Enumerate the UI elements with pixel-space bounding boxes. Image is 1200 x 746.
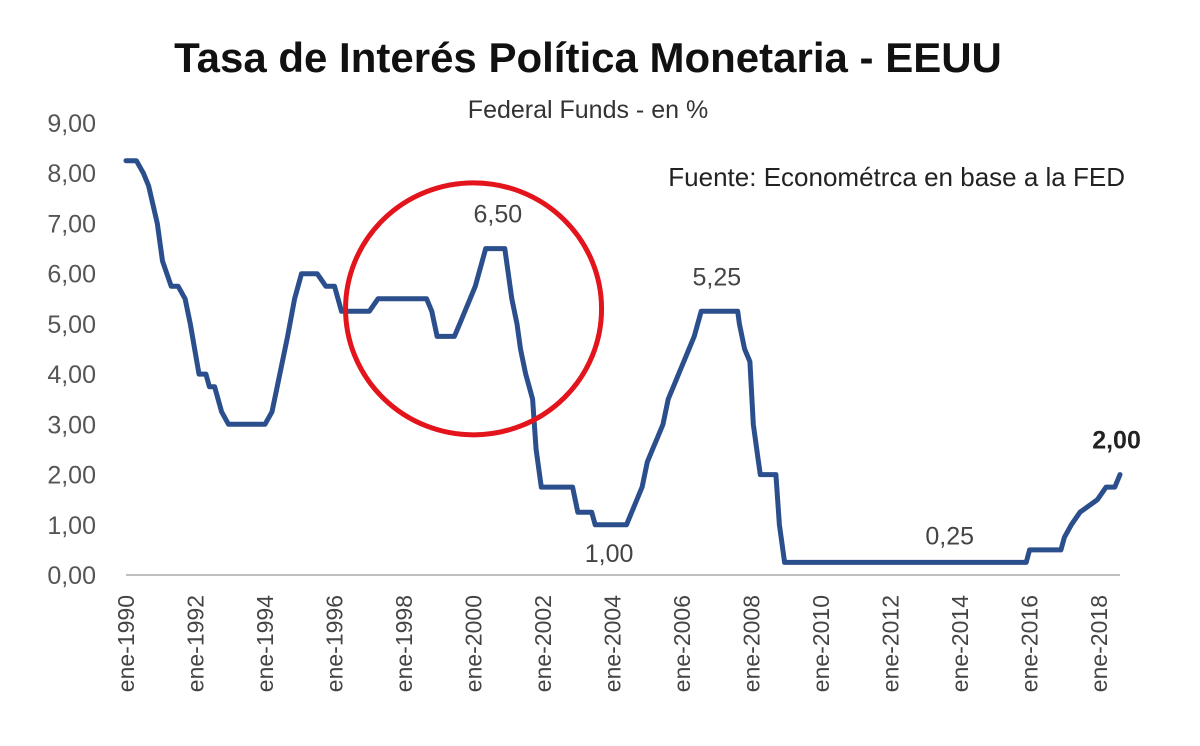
x-tick-label: ene-1990	[113, 595, 139, 692]
x-axis: ene-1990 ene-1992 ene-1994 ene-1996 ene-1998…	[113, 595, 1112, 692]
chart-subtitle: Federal Funds - en %	[468, 96, 708, 124]
x-tick-label: ene-2014	[947, 595, 973, 692]
y-tick-label: 2,00	[47, 462, 96, 490]
data-label: 1,00	[585, 540, 634, 568]
x-tick-label: ene-2010	[808, 595, 834, 692]
x-tick-label: ene-2000	[461, 595, 487, 692]
x-tick-label: ene-2008	[739, 595, 765, 692]
y-tick-label: 4,00	[47, 361, 96, 389]
x-tick-label: ene-2006	[669, 595, 695, 692]
data-label: 5,25	[693, 263, 742, 291]
x-tick-label: ene-2016	[1017, 595, 1043, 692]
y-tick-label: 7,00	[47, 210, 96, 238]
y-tick-label: 0,00	[47, 562, 96, 590]
data-labels: 6,50 5,25 1,00 0,25 2,00	[474, 201, 1141, 568]
y-axis: 0,00 1,00 2,00 3,00 4,00 5,00 6,00 7,00 8,00 9,00	[47, 110, 96, 590]
x-tick-label: ene-1998	[391, 595, 417, 692]
series-line-federal-funds	[123, 158, 1123, 565]
data-label: 2,00	[1092, 427, 1141, 455]
data-label: 6,50	[474, 201, 523, 229]
x-tick-label: ene-2002	[530, 595, 556, 692]
y-tick-label: 6,00	[47, 261, 96, 289]
x-tick-label: ene-1994	[252, 595, 278, 692]
x-tick-label: ene-2004	[600, 595, 626, 692]
y-tick-label: 1,00	[47, 512, 96, 540]
chart-title: Tasa de Interés Política Monetaria - EEU…	[174, 34, 1002, 81]
x-tick-label: ene-2018	[1086, 595, 1112, 692]
y-tick-label: 9,00	[47, 110, 96, 138]
data-label: 0,25	[925, 522, 974, 550]
x-tick-label: ene-2012	[878, 595, 904, 692]
x-tick-label: ene-1996	[322, 595, 348, 692]
y-tick-label: 3,00	[47, 411, 96, 439]
highlight-circle	[343, 180, 605, 438]
x-tick-label: ene-1992	[183, 595, 209, 692]
y-tick-label: 8,00	[47, 160, 96, 188]
y-tick-label: 5,00	[47, 311, 96, 339]
source-note: Fuente: Econométrca en base a la FED	[668, 162, 1125, 192]
